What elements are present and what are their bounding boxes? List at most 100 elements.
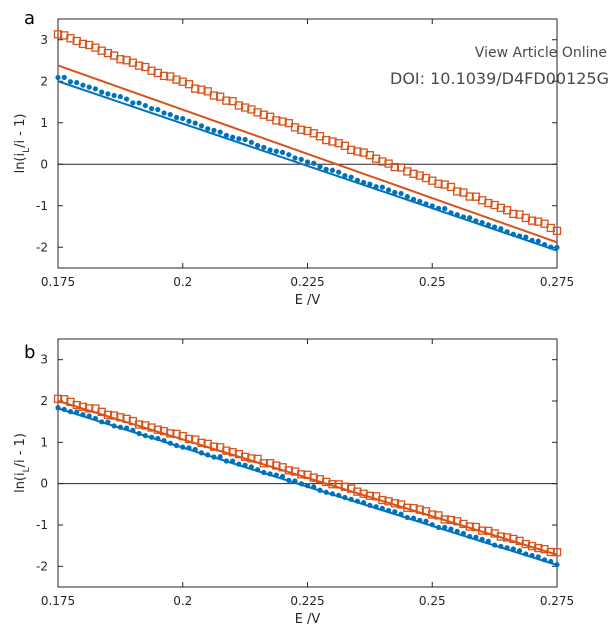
data-point — [442, 206, 448, 212]
data-point-square — [228, 448, 237, 457]
data-point — [198, 450, 205, 456]
data-point — [211, 454, 217, 460]
data-point — [242, 462, 248, 468]
data-point-square — [378, 495, 387, 505]
y-tick-label: 0 — [40, 477, 48, 491]
data-point-square — [527, 216, 537, 225]
data-point — [523, 234, 529, 240]
data-point — [248, 139, 254, 145]
y-tick-label: 1 — [40, 116, 48, 130]
view-article-online-link[interactable]: View Article Online — [474, 45, 607, 61]
x-tick-label: 0.225 — [290, 594, 324, 608]
data-point-square — [347, 145, 356, 155]
y-tick-label: -2 — [36, 559, 48, 573]
data-point-square — [440, 180, 449, 189]
data-point — [548, 244, 554, 250]
data-point — [230, 458, 236, 464]
data-point — [155, 435, 161, 442]
data-point — [361, 179, 367, 186]
data-point — [236, 461, 242, 467]
data-point-square — [477, 196, 487, 205]
data-point — [217, 129, 223, 135]
data-point — [205, 452, 211, 458]
data-point-square — [253, 108, 262, 117]
data-point — [80, 82, 86, 88]
data-point-square — [290, 467, 300, 476]
data-point-square — [259, 459, 268, 468]
data-point — [80, 412, 86, 418]
data-point — [124, 96, 130, 102]
data-point-square — [359, 148, 368, 157]
data-point-square — [297, 125, 306, 134]
data-point-square — [222, 446, 231, 455]
data-point — [55, 405, 61, 411]
data-point — [361, 500, 367, 506]
data-point — [117, 424, 123, 430]
data-point — [329, 167, 336, 173]
x-tick-label: 0.175 — [41, 594, 75, 608]
y-axis-label: ln(iL/i - 1) — [13, 433, 32, 493]
data-point — [261, 144, 267, 150]
data-point-square — [240, 103, 250, 112]
y-tick-label: 2 — [40, 394, 48, 408]
data-point — [211, 127, 217, 133]
data-point — [286, 477, 292, 483]
data-point-square — [184, 434, 194, 444]
data-point-square — [340, 482, 350, 491]
x-tick-label: 0.2 — [173, 594, 192, 608]
data-point — [192, 446, 198, 453]
data-point — [329, 491, 336, 497]
data-point-square — [415, 505, 424, 514]
data-point — [136, 430, 142, 437]
x-tick-label: 0.275 — [540, 594, 574, 608]
data-point — [492, 224, 498, 230]
data-point — [460, 530, 467, 537]
data-point-square — [371, 154, 381, 163]
data-point-square — [203, 439, 212, 449]
data-point-square — [209, 442, 219, 451]
data-point — [485, 538, 491, 544]
data-point — [373, 184, 379, 190]
data-point — [541, 241, 548, 248]
data-point-square — [403, 503, 412, 512]
data-point — [130, 427, 136, 433]
plot-frame — [57, 338, 558, 588]
x-tick-label: 0.225 — [290, 275, 324, 289]
data-point-square — [496, 203, 506, 213]
data-point — [304, 483, 311, 489]
data-point — [417, 198, 423, 204]
data-point — [67, 79, 74, 85]
data-point-square — [403, 167, 412, 176]
data-point — [429, 522, 435, 528]
data-point — [492, 542, 498, 548]
data-point-square — [365, 491, 375, 501]
data-point — [354, 498, 360, 504]
data-point — [273, 148, 279, 154]
data-point-square — [234, 449, 244, 459]
x-tick-label: 0.2 — [173, 275, 192, 289]
data-point-square — [334, 139, 343, 148]
data-point — [435, 205, 442, 211]
data-point — [180, 115, 186, 122]
data-point — [392, 189, 398, 196]
data-point — [136, 100, 142, 106]
data-point — [454, 212, 460, 218]
data-point-square — [477, 526, 487, 535]
data-point — [510, 546, 516, 552]
data-point — [124, 425, 130, 431]
data-point — [130, 100, 136, 106]
data-point — [392, 509, 398, 515]
data-point — [292, 155, 298, 161]
data-point-square — [540, 544, 549, 554]
doi-text: DOI: 10.1039/D4FD00125G — [390, 69, 609, 88]
data-point-square — [272, 461, 281, 470]
data-point — [311, 484, 317, 490]
data-point-square — [334, 480, 343, 489]
data-point — [442, 524, 448, 530]
panel-letter: a — [24, 8, 35, 29]
data-point — [410, 515, 417, 521]
data-point — [142, 102, 148, 109]
data-point-square — [546, 547, 555, 557]
data-point-square — [446, 182, 456, 192]
data-point — [105, 91, 111, 97]
